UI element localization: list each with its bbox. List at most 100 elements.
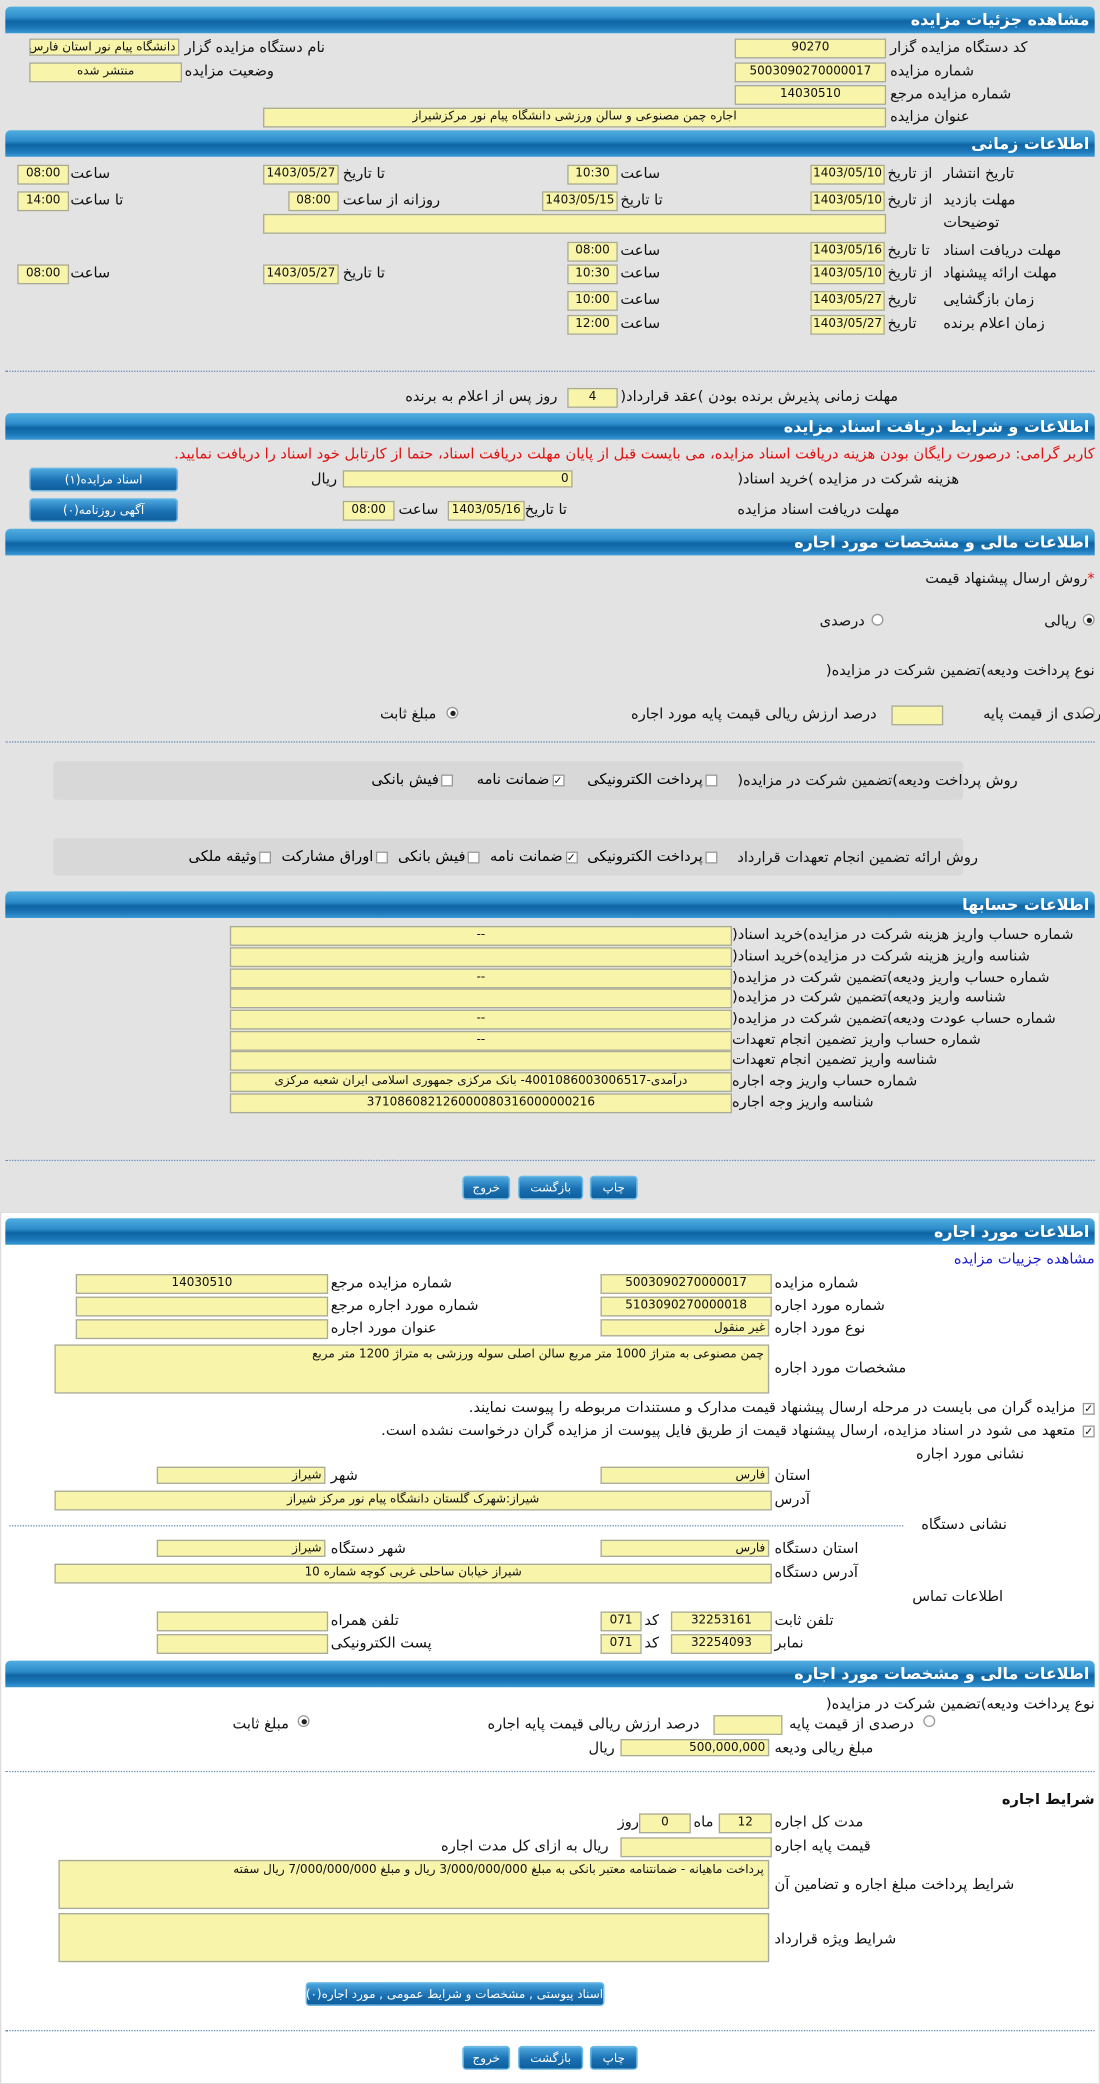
- percent-base-radio[interactable]: [923, 1715, 936, 1728]
- print-button[interactable]: چاپ: [589, 2045, 638, 2070]
- item-ref-field: [75, 1296, 329, 1317]
- checkbox-label: فیش بانکی: [371, 770, 439, 788]
- exit-button[interactable]: خروج: [462, 2045, 511, 2070]
- opening-time-field: 10:00: [567, 290, 618, 311]
- checkbox-checked[interactable]: ✓: [565, 850, 578, 863]
- offer-from-field: 1403/05/10: [810, 264, 885, 285]
- offer-to-field: 1403/05/27: [263, 264, 339, 285]
- ref-number-label: شماره مزایده مرجع: [890, 85, 1012, 103]
- checkbox-guarantee[interactable]: ✓ضمانت نامه: [490, 848, 578, 865]
- base-price-label: قیمت پایه اجاره: [774, 1837, 871, 1855]
- acceptance-label: مهلت زمانی پذیرش برنده بودن )عقد قرارداد…: [620, 387, 899, 406]
- section-header-lease-financial: اطلاعات مالی و مشخصات مورد اجاره: [5, 1660, 1095, 1688]
- hour-label: ساعت: [70, 264, 111, 282]
- date-label: تاریخ: [887, 314, 917, 333]
- section-header-lease-item: اطلاعات مورد اجاره: [5, 1218, 1095, 1245]
- checkbox-property[interactable]: وثیقه ملکی: [189, 848, 272, 865]
- hour-label: ساعت: [620, 290, 661, 309]
- hour-label: ساعت: [398, 500, 439, 519]
- guarantee-method-box: [53, 838, 964, 876]
- item-number-label: شماره مورد اجاره: [774, 1296, 885, 1314]
- address-field: شیراز:شهرک گلستان دانشگاه پیام نور مرکز …: [54, 1490, 772, 1511]
- payment-terms-textarea: پرداخت ماهیانه - ضمانتنامه معتبر بانکی ب…: [58, 1859, 770, 1910]
- mobile-label: تلفن همراه: [330, 1611, 399, 1629]
- exit-button[interactable]: خروج: [462, 1175, 511, 1200]
- checkbox[interactable]: [468, 850, 481, 863]
- deposit-amount-field: 500,000,000: [620, 1739, 770, 1757]
- from-date-label: از تاریخ: [887, 164, 933, 183]
- rial-option-label: ریالی: [1044, 612, 1077, 630]
- publish-to-time-field: 08:00: [17, 164, 70, 185]
- fax-code-field: 071: [600, 1634, 642, 1654]
- phone-field: 32253161: [670, 1611, 772, 1632]
- checkbox-bonds[interactable]: اوراق مشارکت: [281, 848, 388, 865]
- rial-radio[interactable]: [1082, 613, 1095, 626]
- fixed-amount-radio[interactable]: [446, 706, 459, 719]
- days-field: 0: [639, 1813, 691, 1834]
- code-label: کد: [644, 1634, 659, 1652]
- deposit-method-label: روش پرداخت ودیعه)تضمین شرکت در مزایده(: [737, 771, 1018, 790]
- section-header-documents: اطلاعات و شرایط دریافت اسناد مزایده: [5, 413, 1095, 440]
- winner-time-field: 12:00: [567, 314, 618, 335]
- section-header-auction-details: مشاهده جزئیات مزایده: [5, 6, 1095, 34]
- checkbox-checked[interactable]: ✓: [1082, 1424, 1095, 1437]
- checkbox[interactable]: [441, 773, 454, 786]
- percent-radio[interactable]: [871, 613, 884, 626]
- checkbox[interactable]: [705, 773, 718, 786]
- percent-base-radio[interactable]: [1082, 706, 1095, 719]
- no-attachment-check: ✓ متعهد می شود در اسناد مزایده، ارسال پی…: [381, 1420, 1095, 1441]
- to-date-label: تا تاریخ: [524, 500, 567, 519]
- print-button[interactable]: چاپ: [589, 1175, 638, 1200]
- back-button[interactable]: بازگشت: [518, 2045, 584, 2070]
- docs-time-field: 08:00: [567, 241, 618, 262]
- checkbox[interactable]: [705, 850, 718, 863]
- ref-number-label: شماره مزایده مرجع: [330, 1274, 453, 1292]
- fax-field: 32254093: [670, 1634, 772, 1654]
- phone-code-field: 071: [600, 1611, 642, 1632]
- checkbox-electronic[interactable]: پرداخت الکترونیکی: [587, 771, 718, 788]
- fixed-amount-label: مبلغ ثابت: [232, 1715, 289, 1733]
- visit-daily-from-field: 08:00: [288, 191, 339, 212]
- account-field: [229, 947, 733, 968]
- fixed-amount-label: مبلغ ثابت: [379, 705, 437, 723]
- auction-documents-button[interactable]: اسناد مزایده(۱): [29, 467, 179, 492]
- divider: [5, 1770, 1095, 1773]
- checkbox-checked[interactable]: ✓: [1082, 1402, 1095, 1415]
- visit-label: مهلت بازدید: [943, 191, 1016, 209]
- deposit-amount-label: مبلغ ریالی ودیعه: [774, 1739, 874, 1757]
- acceptance-days-field: 4: [567, 387, 618, 408]
- back-button[interactable]: بازگشت: [518, 1175, 584, 1200]
- checkbox-checked[interactable]: ✓: [551, 773, 564, 786]
- checkbox-electronic[interactable]: پرداخت الکترونیکی: [587, 848, 718, 865]
- from-date-label: از تاریخ: [887, 264, 933, 282]
- required-marker: *: [1087, 569, 1095, 588]
- fixed-amount-radio[interactable]: [297, 1715, 310, 1728]
- newspaper-ads-button[interactable]: آگهی روزنامه(۰): [29, 498, 179, 523]
- org-address-label: آدرس دستگاه: [774, 1563, 858, 1581]
- winner-label: زمان اعلام برنده: [943, 314, 1045, 333]
- province-field: فارس: [600, 1466, 770, 1484]
- account-field: --: [229, 1030, 733, 1051]
- to-date-label: تا تاریخ: [342, 164, 385, 183]
- checkbox-bank-slip[interactable]: فیش بانکی: [398, 848, 481, 865]
- checkbox-bank-slip[interactable]: فیش بانکی: [371, 770, 454, 788]
- item-ref-label: شماره مورد اجاره مرجع: [330, 1296, 479, 1314]
- email-label: پست الکترونیکی: [330, 1634, 432, 1652]
- org-code-field: 90270: [734, 38, 887, 59]
- acceptance-suffix: روز پس از اعلام به برنده: [405, 387, 558, 406]
- duration-label: مدت کل اجاره: [774, 1813, 864, 1831]
- section-title: اطلاعات مورد اجاره: [934, 1222, 1090, 1241]
- attachments-button[interactable]: اسناد پیوستی , مشخصات و شرایط عمومی , مو…: [305, 1982, 605, 2007]
- checkbox[interactable]: [376, 850, 388, 863]
- checkbox[interactable]: [259, 850, 272, 863]
- item-number-field: 5103090270000018: [600, 1296, 772, 1317]
- checkbox-guarantee[interactable]: ✓ضمانت نامه: [477, 771, 564, 788]
- section-header-accounts: اطلاعات حسابها: [5, 891, 1095, 918]
- view-auction-details-link[interactable]: مشاهده جزییات مزایده: [953, 1250, 1095, 1268]
- hour-label: ساعت: [620, 241, 661, 260]
- publish-label: تاریخ انتشار: [943, 164, 1015, 183]
- visit-daily-to-field: 14:00: [17, 191, 70, 212]
- auction-number-label: شماره مزایده: [890, 62, 974, 80]
- org-address-field: شیراز خیابان ساحلی غربی کوچه شماره 10: [54, 1563, 772, 1584]
- account-field: 371086082126000080316000000216: [229, 1093, 733, 1114]
